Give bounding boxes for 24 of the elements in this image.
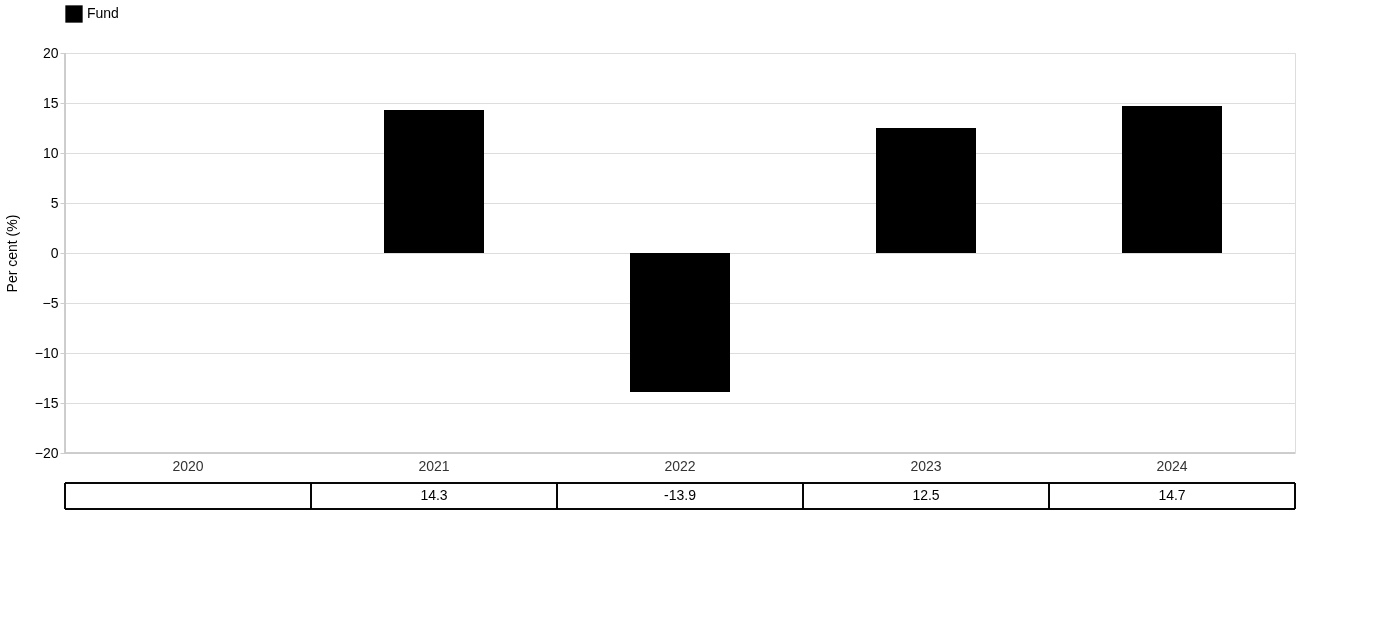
y-tick-label: 5 xyxy=(50,194,59,211)
y-tick-label: −20 xyxy=(34,444,59,461)
data-label: 14.3 xyxy=(420,487,448,503)
x-tick-label: 2023 xyxy=(910,457,942,474)
data-label: 14.7 xyxy=(1158,487,1186,503)
y-tick-label: −10 xyxy=(34,344,59,361)
y-tick-label: −5 xyxy=(42,294,59,311)
bar xyxy=(876,128,976,253)
y-tick-label: 0 xyxy=(50,244,59,261)
bar xyxy=(1122,106,1222,253)
bar xyxy=(384,110,484,253)
data-label: -13.9 xyxy=(664,487,697,503)
x-tick-label: 2020 xyxy=(172,457,204,474)
data-label: 12.5 xyxy=(912,487,940,503)
x-tick-label: 2022 xyxy=(664,457,696,474)
y-tick-label: 15 xyxy=(42,94,59,111)
y-tick-label: 10 xyxy=(42,144,59,161)
bar xyxy=(630,253,730,392)
x-tick-label: 2021 xyxy=(418,457,450,474)
x-tick-label: 2024 xyxy=(1156,457,1188,474)
y-axis-title: Per cent (%) xyxy=(3,214,20,293)
legend-label: Fund xyxy=(87,5,119,21)
y-tick-label: 20 xyxy=(42,44,59,61)
y-tick-label: −15 xyxy=(34,394,59,411)
